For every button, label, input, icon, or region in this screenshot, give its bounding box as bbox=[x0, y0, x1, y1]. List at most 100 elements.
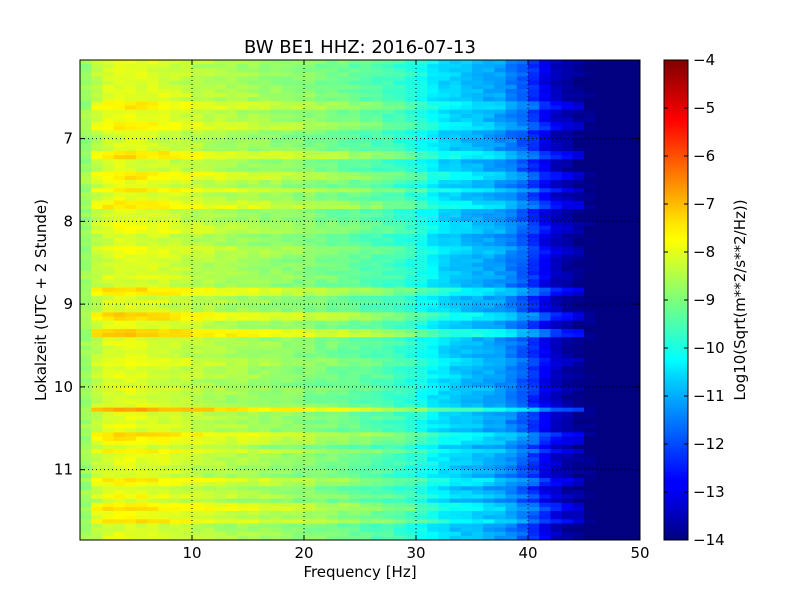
heatmap-cell bbox=[225, 415, 238, 421]
heatmap-cell bbox=[281, 175, 294, 181]
heatmap-cell bbox=[561, 68, 574, 73]
heatmap-cell bbox=[404, 457, 417, 462]
heatmap-cell bbox=[259, 283, 271, 288]
heatmap-cell bbox=[505, 411, 518, 417]
heatmap-cell bbox=[438, 353, 450, 359]
heatmap-cell bbox=[102, 60, 114, 65]
heatmap-cell bbox=[382, 60, 394, 65]
heatmap-cell bbox=[124, 80, 137, 86]
heatmap-cell bbox=[315, 407, 327, 413]
heatmap-cell bbox=[225, 473, 238, 479]
heatmap-cell bbox=[416, 320, 428, 326]
heatmap-cell bbox=[584, 279, 596, 284]
heatmap-cell bbox=[270, 399, 282, 404]
heatmap-cell bbox=[494, 130, 506, 135]
heatmap-row bbox=[80, 60, 596, 65]
heatmap-cell bbox=[483, 316, 495, 322]
heatmap-cell bbox=[192, 175, 204, 181]
heatmap-cell bbox=[326, 101, 338, 106]
heatmap-cell bbox=[80, 482, 92, 487]
heatmap-cell bbox=[147, 142, 159, 148]
heatmap-cell bbox=[192, 138, 204, 144]
heatmap-cell bbox=[158, 428, 170, 433]
heatmap-cell bbox=[393, 213, 406, 218]
heatmap-cell bbox=[270, 80, 282, 86]
heatmap-cell bbox=[259, 386, 271, 392]
heatmap-cell bbox=[360, 486, 372, 491]
heatmap-cell bbox=[483, 88, 495, 94]
heatmap-cell bbox=[169, 444, 182, 450]
heatmap-cell bbox=[416, 275, 428, 280]
heatmap-cell bbox=[494, 237, 506, 243]
heatmap-cell bbox=[472, 237, 484, 243]
heatmap-cell bbox=[427, 291, 439, 297]
heatmap-cell bbox=[292, 271, 305, 276]
heatmap-cell bbox=[91, 93, 103, 98]
heatmap-cell bbox=[348, 287, 361, 293]
heatmap-cell bbox=[236, 271, 249, 276]
heatmap-cell bbox=[449, 76, 462, 82]
heatmap-cell bbox=[136, 415, 148, 421]
heatmap-cell bbox=[460, 221, 473, 226]
heatmap-cell bbox=[304, 353, 316, 359]
heatmap-cell bbox=[180, 353, 193, 359]
heatmap-cell bbox=[102, 208, 114, 214]
heatmap-cell bbox=[102, 366, 114, 371]
heatmap-cell bbox=[505, 399, 518, 404]
heatmap-cell bbox=[449, 411, 462, 417]
heatmap-cell bbox=[180, 88, 193, 94]
heatmap-cell bbox=[561, 221, 574, 226]
heatmap-cell bbox=[516, 295, 529, 301]
heatmap-cell bbox=[348, 246, 361, 251]
heatmap-cell bbox=[505, 453, 518, 458]
heatmap-cell bbox=[460, 109, 473, 115]
heatmap-cell bbox=[460, 155, 473, 160]
heatmap-cell bbox=[248, 362, 260, 367]
heatmap-cell bbox=[382, 349, 394, 355]
heatmap-cell bbox=[304, 109, 316, 115]
heatmap-cell bbox=[225, 146, 238, 152]
heatmap-row bbox=[80, 217, 596, 222]
heatmap-cell bbox=[460, 386, 473, 392]
heatmap-cell bbox=[169, 213, 182, 218]
heatmap-cell bbox=[192, 130, 204, 135]
heatmap-cell bbox=[337, 142, 350, 148]
heatmap-cell bbox=[281, 142, 294, 148]
heatmap-cell bbox=[416, 84, 428, 90]
heatmap-cell bbox=[550, 60, 562, 65]
heatmap-cell bbox=[505, 295, 518, 301]
heatmap-cell bbox=[147, 312, 159, 317]
heatmap-cell bbox=[192, 415, 204, 421]
heatmap-cell bbox=[147, 109, 159, 115]
heatmap-cell bbox=[360, 122, 372, 127]
heatmap-cell bbox=[158, 345, 170, 351]
heatmap-cell bbox=[248, 208, 260, 214]
heatmap-cell bbox=[225, 80, 238, 86]
heatmap-cell bbox=[248, 357, 260, 363]
heatmap-cell bbox=[449, 180, 462, 185]
heatmap-cell bbox=[248, 159, 260, 164]
heatmap-cell bbox=[494, 395, 506, 400]
heatmap-cell bbox=[472, 250, 484, 255]
heatmap-cell bbox=[259, 134, 271, 140]
heatmap-cell bbox=[315, 113, 327, 119]
heatmap-cell bbox=[528, 275, 540, 280]
heatmap-cell bbox=[550, 349, 562, 355]
heatmap-cell bbox=[393, 109, 406, 115]
heatmap-cell bbox=[483, 366, 495, 371]
heatmap-cell bbox=[572, 275, 585, 280]
heatmap-cell bbox=[404, 362, 417, 367]
heatmap-cell bbox=[337, 109, 350, 115]
heatmap-cell bbox=[270, 333, 282, 338]
heatmap-cell bbox=[360, 208, 372, 214]
heatmap-cell bbox=[304, 113, 316, 119]
heatmap-row bbox=[80, 213, 596, 218]
heatmap-cell bbox=[214, 461, 226, 466]
heatmap-cell bbox=[192, 362, 204, 367]
heatmap-cell bbox=[539, 316, 551, 322]
heatmap-cell bbox=[416, 444, 428, 450]
heatmap-cell bbox=[136, 188, 148, 193]
heatmap-cell bbox=[91, 101, 103, 106]
heatmap-cell bbox=[494, 473, 506, 479]
heatmap-cell bbox=[147, 175, 159, 181]
